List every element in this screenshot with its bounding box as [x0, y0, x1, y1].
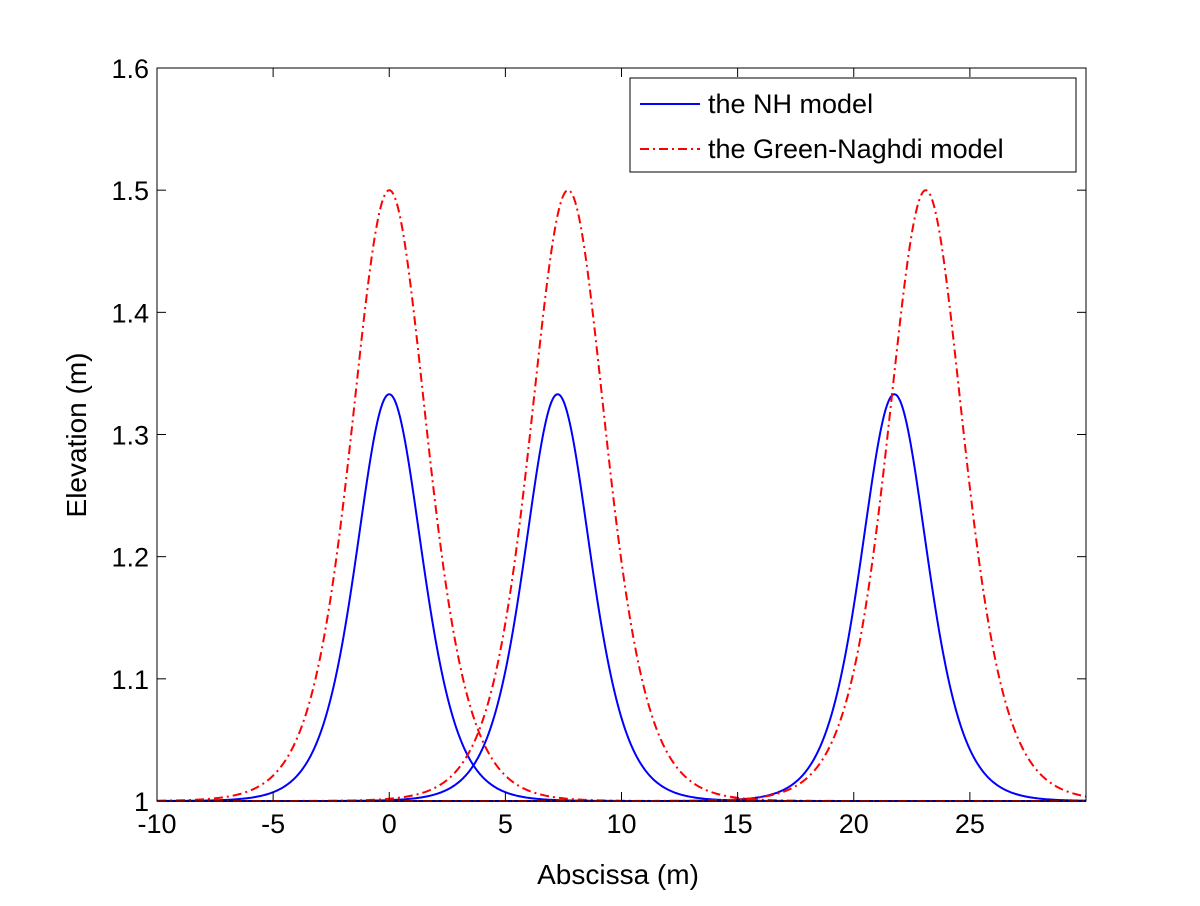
x-tick-label: -5: [261, 809, 285, 839]
x-tick-label: 5: [498, 809, 513, 839]
y-tick-label: 1: [134, 787, 149, 817]
x-tick-label: -10: [137, 809, 176, 839]
y-tick-label: 1.6: [111, 54, 149, 84]
legend-label-green-naghdi-model: the Green-Naghdi model: [708, 134, 1004, 164]
x-tick-label: 10: [606, 809, 636, 839]
y-tick-label: 1.3: [111, 421, 149, 451]
y-tick-label: 1.2: [111, 543, 149, 573]
x-tick-label: 25: [955, 809, 985, 839]
y-tick-label: 1.5: [111, 176, 149, 206]
x-tick-label: 0: [382, 809, 397, 839]
legend: the NH model the Green-Naghdi model: [629, 77, 1077, 173]
y-tick-label: 1.4: [111, 298, 149, 328]
tick-labels-layer: -10 -5 0 5 10 15 20 25 1 1.1 1.2 1.3 1.4 1.5 1.6: [111, 54, 984, 839]
x-axis-label: Abscissa (m): [537, 859, 699, 890]
y-tick-label: 1.1: [111, 665, 149, 695]
ticks-layer: [156, 67, 1086, 802]
legend-label-nh-model: the NH model: [708, 89, 873, 119]
legend-box: [629, 77, 1077, 173]
plot-area: [157, 68, 1086, 801]
x-tick-label: 15: [723, 809, 753, 839]
y-axis-label: Elevation (m): [61, 353, 92, 518]
x-tick-label: 20: [839, 809, 869, 839]
